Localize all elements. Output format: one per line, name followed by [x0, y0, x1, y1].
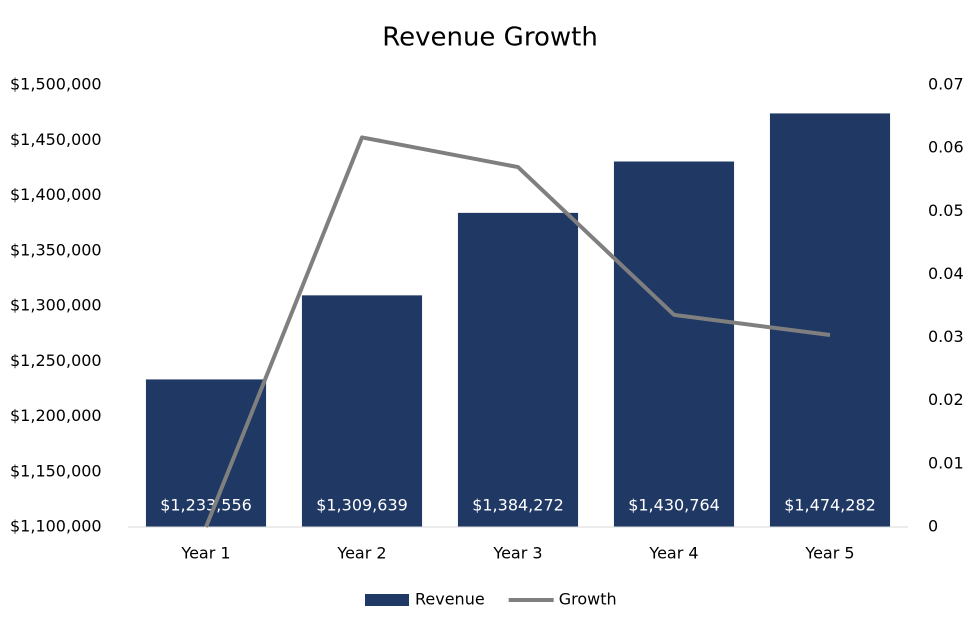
legend-label: Revenue — [415, 590, 485, 609]
y-tick-label: $1,150,000 — [10, 461, 102, 480]
growth-line — [204, 135, 831, 528]
value-label: $1,309,639 — [316, 496, 408, 515]
legend-label: Growth — [559, 590, 617, 609]
y2-tick-label: 0.04 — [928, 264, 964, 283]
value-label: $1,384,272 — [472, 496, 564, 515]
y-tick-label: $1,100,000 — [10, 517, 102, 536]
y2-tick-label: 0.07 — [928, 75, 964, 94]
legend-swatch — [365, 594, 409, 606]
bar — [145, 379, 267, 527]
x-tick-label: Year 2 — [336, 544, 386, 563]
y-tick-label: $1,350,000 — [10, 240, 102, 259]
x-tick-label: Year 3 — [492, 544, 542, 563]
value-label: $1,233,556 — [160, 496, 252, 515]
y2-tick-label: 0.06 — [928, 138, 964, 157]
x-tick-label: Year 1 — [180, 544, 230, 563]
bar — [301, 295, 423, 527]
y2-tick-label: 0.05 — [928, 201, 964, 220]
y-tick-label: $1,200,000 — [10, 406, 102, 425]
y2-tick-label: 0.01 — [928, 453, 964, 472]
x-tick-label: Year 4 — [648, 544, 698, 563]
value-label: $1,430,764 — [628, 496, 720, 515]
chart-title: Revenue Growth — [382, 23, 598, 53]
x-tick-label: Year 5 — [804, 544, 854, 563]
bar — [613, 161, 735, 527]
y-tick-label: $1,400,000 — [10, 185, 102, 204]
y-tick-label: $1,250,000 — [10, 351, 102, 370]
y-tick-label: $1,500,000 — [10, 75, 102, 94]
bar — [457, 212, 579, 527]
y-tick-label: $1,450,000 — [10, 130, 102, 149]
y2-tick-label: 0.03 — [928, 327, 964, 346]
y2-tick-label: 0.02 — [928, 390, 964, 409]
bar — [769, 113, 891, 527]
y-tick-label: $1,300,000 — [10, 296, 102, 315]
value-label: $1,474,282 — [784, 496, 876, 515]
y2-tick-label: 0 — [928, 517, 938, 536]
